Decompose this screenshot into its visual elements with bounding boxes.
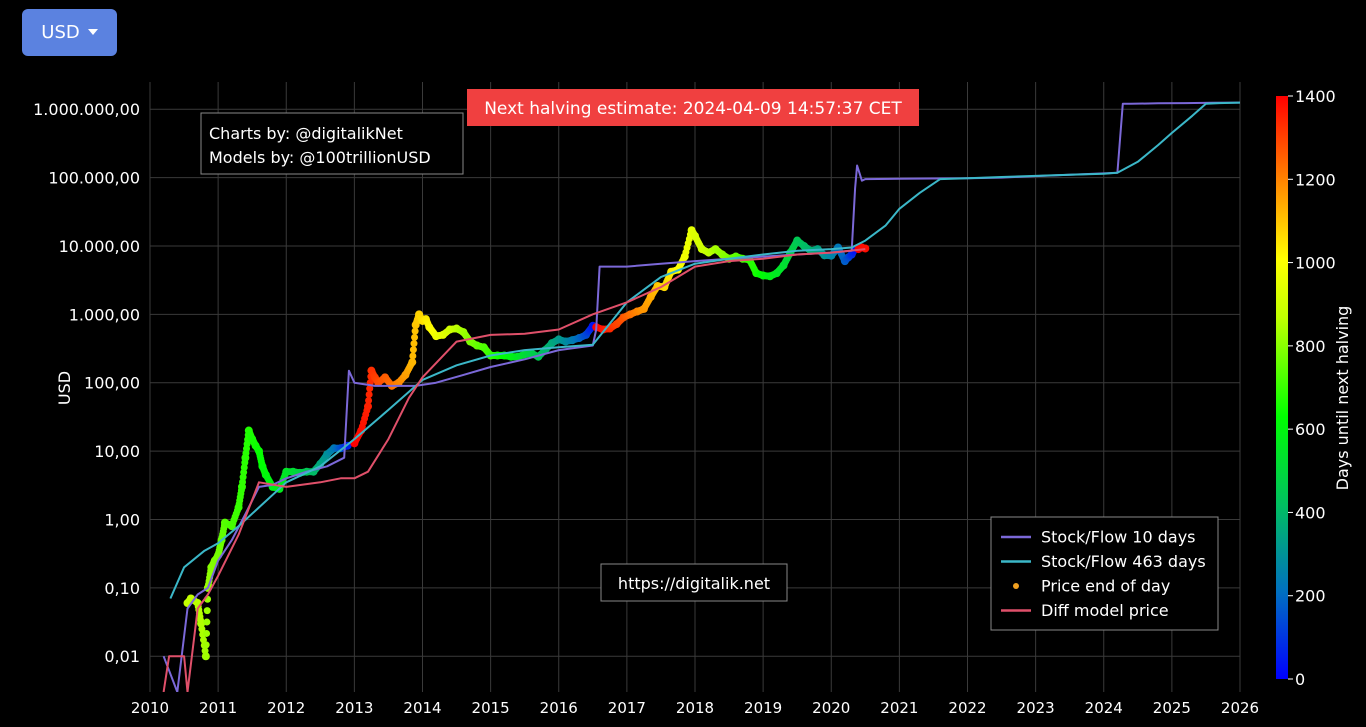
halving-banner: Next halving estimate: 2024-04-09 14:57:… [467,89,919,126]
price-point [203,618,211,626]
price-point [364,402,372,411]
price-point [201,652,210,661]
colorbar-tick-label: 1400 [1295,87,1336,106]
legend-price-end-of-day-swatch [1013,583,1019,589]
colorbar-tick-label: 800 [1295,337,1326,356]
y-axis-label: USD [55,371,74,405]
colorbar: 0 200 400 600 800 1000 1200 1400 Days until nex… [1276,87,1352,689]
price-point [408,358,417,367]
y-tick-label: 100,00 [84,374,140,393]
y-tick-label: 1.000,00 [69,305,140,324]
x-tick-label: 2010 [131,699,169,717]
stock-flow-463-days-line [169,101,1240,599]
credits-line-2: Models by: @100trillionUSD [209,148,431,167]
legend-stock-flow-10[interactable]: Stock/Flow 10 days [1041,528,1196,547]
x-tick-label: 2019 [744,699,782,717]
y-tick-label: 1.000.000,00 [33,100,140,119]
currency-label: USD [41,22,80,43]
x-tick-label: 2018 [676,699,714,717]
colorbar-tick-label: 600 [1295,420,1326,439]
legend-stock-flow-463[interactable]: Stock/Flow 463 days [1041,552,1206,571]
x-tick-label: 2022 [948,699,986,717]
colorbar-label: Days until next halving [1333,306,1352,491]
chart-legend: Stock/Flow 10 days Stock/Flow 463 days Pri… [990,516,1219,631]
credits-line-1: Charts by: @digitalikNet [209,124,403,143]
legend-price-end-of-day[interactable]: Price end of day [1041,577,1170,596]
price-point [409,352,417,360]
colorbar-tick-label: 1000 [1295,254,1336,273]
x-tick-label: 2014 [403,699,441,717]
legend-diff-model-price[interactable]: Diff model price [1041,601,1169,620]
x-axis-ticks: 2010 2011 2012 2013 2014 2015 2016 2017 2018 2019… [131,699,1259,717]
x-tick-label: 2025 [1153,699,1191,717]
watermark-box: https://digitalik.net [600,563,788,602]
price-point [365,391,373,399]
price-point [203,607,211,615]
y-tick-label: 100.000,00 [48,169,140,188]
credits-box: Charts by: @digitalikNet Models by: @100… [200,112,464,175]
caret-down-icon [87,28,98,35]
price-point [409,346,417,354]
price-point [202,641,210,649]
halving-banner-text: Next halving estimate: 2024-04-09 14:57:… [484,99,902,119]
y-axis-ticks: 0,01 0,10 1,00 10,00 100,00 1.000,00 10.000,00… [33,100,140,666]
x-tick-label: 2021 [880,699,918,717]
x-tick-label: 2015 [472,699,510,717]
model-lines [162,101,1240,692]
x-tick-label: 2023 [1017,699,1055,717]
watermark-link[interactable]: https://digitalik.net [618,574,770,593]
price-point [411,327,419,335]
price-point [366,385,374,393]
colorbar-ticks: 0 200 400 600 800 1000 1200 1400 [1288,87,1336,689]
price-point [197,619,206,628]
y-tick-label: 0,10 [104,579,140,598]
price-point [410,340,418,348]
x-tick-label: 2016 [540,699,578,717]
price-point [203,629,211,637]
diff-model-price-line [162,248,866,692]
colorbar-tick-label: 0 [1295,670,1305,689]
price-point [365,396,373,404]
x-tick-label: 2017 [608,699,646,717]
x-tick-label: 2020 [812,699,850,717]
price-scatter [183,226,870,661]
y-tick-label: 10,00 [94,442,140,461]
x-tick-label: 2013 [335,699,373,717]
price-point [411,333,419,341]
colorbar-tick-label: 1200 [1295,170,1336,189]
colorbar-tick-label: 400 [1295,503,1326,522]
x-tick-label: 2026 [1221,699,1259,717]
y-tick-label: 10.000,00 [59,237,140,256]
x-tick-label: 2024 [1085,699,1123,717]
price-point [198,625,206,633]
price-point [861,244,870,253]
y-tick-label: 0,01 [104,647,140,666]
x-tick-label: 2012 [267,699,305,717]
colorbar-tick-label: 200 [1295,587,1326,606]
currency-dropdown-button[interactable]: USD [22,9,117,56]
y-tick-label: 1,00 [104,510,140,529]
x-tick-label: 2011 [199,699,237,717]
colorbar-gradient [1276,96,1288,679]
